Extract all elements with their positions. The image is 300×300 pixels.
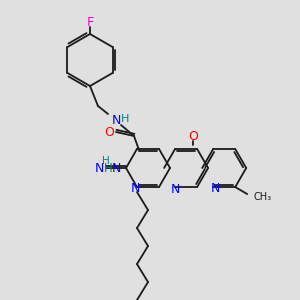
Text: N: N (94, 161, 104, 175)
Text: H: H (102, 156, 110, 166)
Text: H: H (103, 161, 112, 175)
Text: N: N (211, 182, 220, 195)
Text: O: O (104, 125, 114, 139)
Text: N: N (170, 183, 180, 196)
Text: H: H (121, 114, 129, 124)
Text: N: N (130, 182, 140, 195)
Text: O: O (188, 130, 198, 143)
Text: N: N (111, 113, 121, 127)
Text: CH₃: CH₃ (253, 192, 271, 202)
Text: F: F (86, 16, 94, 28)
Text: N: N (111, 161, 121, 175)
